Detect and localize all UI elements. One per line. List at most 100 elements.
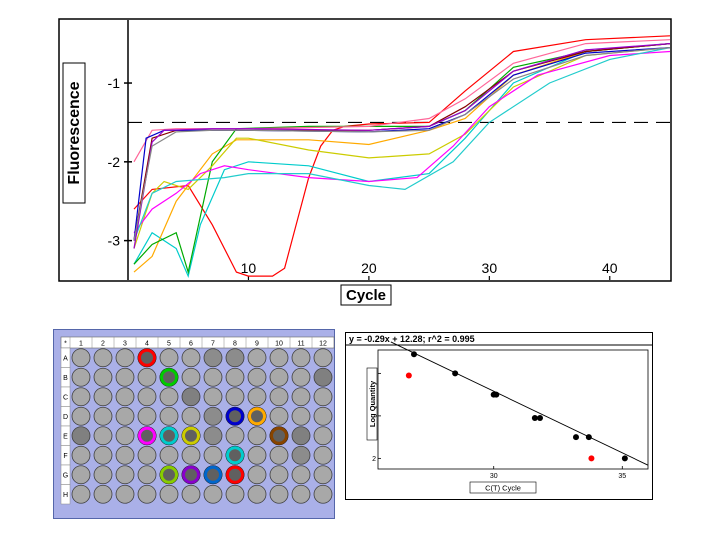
plate-well[interactable] bbox=[247, 465, 267, 485]
plate-well[interactable] bbox=[203, 367, 223, 387]
std-x-tick-label: 30 bbox=[490, 473, 498, 480]
amplification-curve bbox=[133, 47, 671, 249]
plate-well[interactable] bbox=[269, 465, 289, 485]
plate-well[interactable] bbox=[71, 387, 91, 407]
plate-column-label: 9 bbox=[255, 341, 259, 348]
plate-row-label: A bbox=[63, 355, 68, 362]
plate-well[interactable] bbox=[203, 445, 223, 465]
plate-well[interactable] bbox=[115, 367, 135, 387]
plate-well[interactable] bbox=[247, 445, 267, 465]
plate-well[interactable] bbox=[71, 348, 91, 368]
plate-well[interactable] bbox=[313, 367, 333, 387]
plate-well[interactable] bbox=[269, 387, 289, 407]
plate-well[interactable] bbox=[225, 426, 245, 446]
plate-well[interactable] bbox=[269, 367, 289, 387]
plate-well[interactable] bbox=[71, 445, 91, 465]
plate-well[interactable] bbox=[225, 348, 245, 368]
plate-well[interactable] bbox=[313, 484, 333, 504]
plate-well[interactable] bbox=[225, 367, 245, 387]
plate-well[interactable] bbox=[247, 387, 267, 407]
plate-well[interactable] bbox=[225, 484, 245, 504]
well-highlight-ring bbox=[204, 465, 222, 484]
plate-well[interactable] bbox=[269, 445, 289, 465]
plate-well[interactable] bbox=[71, 465, 91, 485]
plate-well[interactable] bbox=[115, 406, 135, 426]
plate-well[interactable] bbox=[247, 484, 267, 504]
plate-well[interactable] bbox=[181, 367, 201, 387]
amp-y-tick-label: -2 bbox=[108, 154, 121, 170]
plate-well[interactable] bbox=[247, 367, 267, 387]
plate-well[interactable] bbox=[93, 406, 113, 426]
plate-well[interactable] bbox=[291, 426, 311, 446]
plate-well[interactable] bbox=[203, 348, 223, 368]
plate-well[interactable] bbox=[181, 387, 201, 407]
plate-well[interactable] bbox=[291, 367, 311, 387]
plate-well[interactable] bbox=[93, 387, 113, 407]
plate-well[interactable] bbox=[291, 484, 311, 504]
plate-well[interactable] bbox=[291, 387, 311, 407]
plate-well[interactable] bbox=[203, 426, 223, 446]
plate-well[interactable] bbox=[159, 406, 179, 426]
plate-well[interactable] bbox=[115, 426, 135, 446]
plate-well[interactable] bbox=[137, 406, 157, 426]
plate-well[interactable] bbox=[313, 445, 333, 465]
plate-well[interactable] bbox=[203, 406, 223, 426]
plate-well[interactable] bbox=[269, 484, 289, 504]
plate-well[interactable] bbox=[203, 484, 223, 504]
plate-well[interactable] bbox=[313, 348, 333, 368]
standard-curve-frame bbox=[345, 332, 653, 500]
unknown-sample-point bbox=[405, 372, 412, 379]
plate-well[interactable] bbox=[225, 387, 245, 407]
plate-well[interactable] bbox=[115, 465, 135, 485]
plate-well[interactable] bbox=[115, 348, 135, 368]
plate-well[interactable] bbox=[93, 445, 113, 465]
well-highlight-ring bbox=[226, 465, 244, 484]
plate-column-label: 10 bbox=[275, 341, 283, 348]
plate-column-label: 1 bbox=[79, 341, 83, 348]
plate-well[interactable] bbox=[291, 406, 311, 426]
plate-well[interactable] bbox=[181, 406, 201, 426]
standard-point bbox=[621, 455, 628, 462]
plate-well[interactable] bbox=[137, 445, 157, 465]
plate-well[interactable] bbox=[115, 484, 135, 504]
plate-well[interactable] bbox=[71, 406, 91, 426]
plate-well[interactable] bbox=[93, 426, 113, 446]
plate-well[interactable] bbox=[137, 367, 157, 387]
plate-well[interactable] bbox=[71, 367, 91, 387]
amplification-curve bbox=[133, 35, 671, 277]
plate-well[interactable] bbox=[159, 484, 179, 504]
plate-well[interactable] bbox=[93, 465, 113, 485]
standard-plot-area bbox=[377, 349, 649, 470]
plate-well[interactable] bbox=[159, 387, 179, 407]
amp-x-tick-label: 20 bbox=[361, 260, 377, 276]
plate-well[interactable] bbox=[137, 465, 157, 485]
plate-well[interactable] bbox=[137, 484, 157, 504]
plate-well[interactable] bbox=[247, 348, 267, 368]
plate-well[interactable] bbox=[291, 348, 311, 368]
plate-well[interactable] bbox=[269, 348, 289, 368]
plate-well[interactable] bbox=[181, 445, 201, 465]
plate-well[interactable] bbox=[291, 445, 311, 465]
well-highlight-ring bbox=[182, 426, 200, 445]
plate-well[interactable] bbox=[313, 406, 333, 426]
plate-well[interactable] bbox=[115, 387, 135, 407]
plate-well[interactable] bbox=[93, 484, 113, 504]
plate-well[interactable] bbox=[159, 445, 179, 465]
plate-well[interactable] bbox=[71, 426, 91, 446]
plate-well[interactable] bbox=[247, 426, 267, 446]
plate-well[interactable] bbox=[71, 484, 91, 504]
plate-well[interactable] bbox=[159, 348, 179, 368]
plate-well[interactable] bbox=[313, 426, 333, 446]
plate-well[interactable] bbox=[93, 367, 113, 387]
plate-well[interactable] bbox=[93, 348, 113, 368]
plate-well[interactable] bbox=[291, 465, 311, 485]
plate-well[interactable] bbox=[181, 484, 201, 504]
plate-well[interactable] bbox=[269, 406, 289, 426]
plate-well[interactable] bbox=[313, 465, 333, 485]
plate-well[interactable] bbox=[203, 387, 223, 407]
plate-well[interactable] bbox=[181, 348, 201, 368]
plate-column-label: 12 bbox=[319, 341, 327, 348]
plate-well[interactable] bbox=[313, 387, 333, 407]
plate-well[interactable] bbox=[137, 387, 157, 407]
plate-well[interactable] bbox=[115, 445, 135, 465]
